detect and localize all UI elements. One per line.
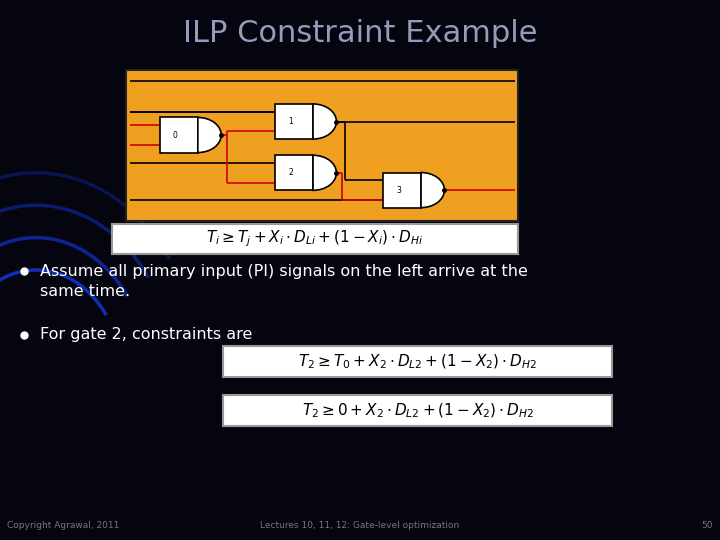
Text: Copyright Agrawal, 2011: Copyright Agrawal, 2011 xyxy=(7,521,120,530)
Text: same time.: same time. xyxy=(40,284,130,299)
Wedge shape xyxy=(313,104,336,139)
Text: $T_2 \geq 0 + X_2 \cdot D_{L2} + (1 - X_2) \cdot D_{H2}$: $T_2 \geq 0 + X_2 \cdot D_{L2} + (1 - X_… xyxy=(302,401,534,420)
FancyBboxPatch shape xyxy=(223,346,612,377)
FancyBboxPatch shape xyxy=(223,395,612,426)
FancyBboxPatch shape xyxy=(126,70,518,221)
FancyBboxPatch shape xyxy=(383,172,421,207)
Text: 50: 50 xyxy=(701,521,713,530)
Text: Assume all primary input (PI) signals on the left arrive at the: Assume all primary input (PI) signals on… xyxy=(40,264,528,279)
Text: $T_2 \geq T_0 + X_2 \cdot D_{L2} + (1 - X_2) \cdot D_{H2}$: $T_2 \geq T_0 + X_2 \cdot D_{L2} + (1 - … xyxy=(298,353,537,371)
FancyBboxPatch shape xyxy=(161,117,198,152)
Text: ILP Constraint Example: ILP Constraint Example xyxy=(183,19,537,48)
FancyBboxPatch shape xyxy=(112,224,518,254)
Text: For gate 2, constraints are: For gate 2, constraints are xyxy=(40,327,252,342)
FancyBboxPatch shape xyxy=(275,155,313,190)
Wedge shape xyxy=(421,173,444,207)
Text: 1: 1 xyxy=(288,117,293,126)
Text: $T_i \geq T_j + X_i \cdot D_{Li} + (1 - X_i) \cdot D_{Hi}$: $T_i \geq T_j + X_i \cdot D_{Li} + (1 - … xyxy=(207,228,423,249)
Wedge shape xyxy=(198,117,221,152)
Text: 0: 0 xyxy=(173,131,178,139)
Text: 2: 2 xyxy=(288,168,293,177)
FancyBboxPatch shape xyxy=(275,104,313,139)
Text: 3: 3 xyxy=(396,186,401,194)
Wedge shape xyxy=(313,156,336,190)
Text: Lectures 10, 11, 12: Gate-level optimization: Lectures 10, 11, 12: Gate-level optimiza… xyxy=(261,521,459,530)
